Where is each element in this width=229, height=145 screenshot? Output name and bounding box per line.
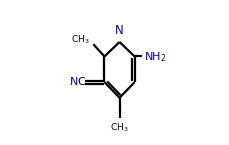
Text: N: N [115,25,123,38]
Text: C: C [77,77,85,87]
Text: NH$_2$: NH$_2$ [144,50,166,64]
Text: CH$_3$: CH$_3$ [110,122,128,134]
Text: N: N [69,77,78,87]
Text: CH$_3$: CH$_3$ [71,33,89,46]
